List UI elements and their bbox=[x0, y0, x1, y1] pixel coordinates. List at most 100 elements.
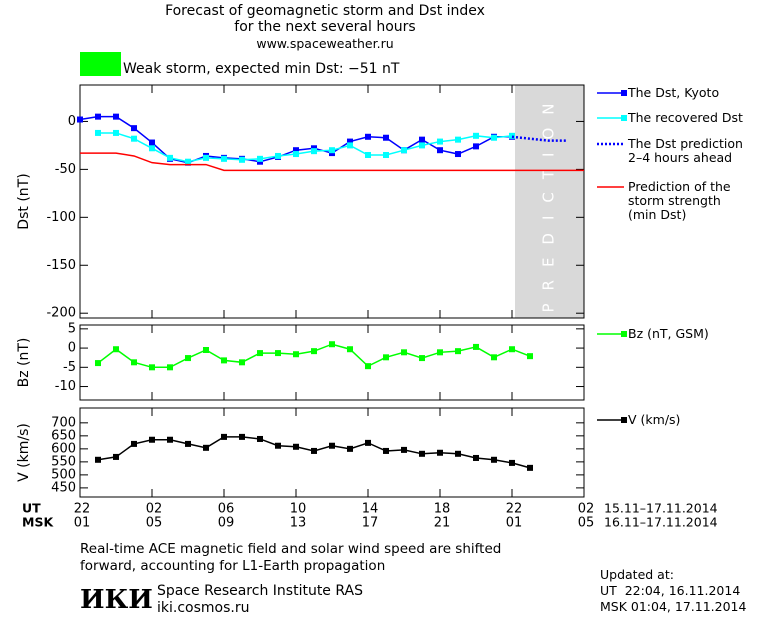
series-line bbox=[97, 343, 531, 369]
legend-marker bbox=[621, 417, 627, 423]
marker bbox=[257, 350, 263, 357]
marker bbox=[437, 138, 443, 145]
x-tick-label: 22 bbox=[506, 502, 523, 517]
marker bbox=[293, 351, 299, 358]
marker bbox=[239, 156, 245, 163]
marker bbox=[473, 454, 479, 461]
marker bbox=[455, 151, 461, 158]
marker bbox=[419, 450, 425, 457]
legend-marker bbox=[621, 331, 627, 337]
marker bbox=[455, 450, 461, 457]
y-tick-label: -200 bbox=[46, 306, 76, 321]
marker bbox=[419, 142, 425, 149]
legend-entry: V (km/s) bbox=[628, 412, 681, 427]
marker bbox=[203, 347, 209, 353]
marker bbox=[437, 449, 443, 456]
marker bbox=[455, 348, 461, 355]
legend-entry: Prediction of the storm strength (min Ds… bbox=[628, 179, 731, 222]
marker bbox=[131, 440, 137, 447]
x-tick-label: 18 bbox=[434, 502, 451, 517]
x-tick-label: 22 bbox=[74, 502, 91, 517]
marker bbox=[293, 147, 299, 154]
marker bbox=[293, 151, 299, 158]
updated-ut: UT 22:04, 16.11.2014 bbox=[600, 583, 741, 598]
marker bbox=[167, 154, 173, 161]
series-line bbox=[98, 132, 513, 163]
legend-entry: Bz (nT, GSM) bbox=[628, 326, 709, 341]
x-tick-label: 06 bbox=[218, 502, 235, 517]
legend-entry: The recovered Dst bbox=[628, 110, 743, 125]
y-tick-label: 5 bbox=[68, 321, 76, 336]
time-row-name: UT bbox=[22, 501, 41, 516]
marker bbox=[437, 349, 443, 356]
marker bbox=[257, 155, 263, 162]
marker bbox=[239, 433, 245, 440]
marker bbox=[221, 357, 227, 364]
marker bbox=[311, 148, 317, 155]
marker bbox=[113, 129, 119, 136]
legend-entry: The Dst, Kyoto bbox=[628, 85, 720, 100]
marker bbox=[365, 439, 371, 446]
marker bbox=[383, 354, 389, 361]
x-tick-label: 21 bbox=[434, 516, 451, 531]
marker bbox=[383, 447, 389, 454]
storm-swatch bbox=[80, 52, 121, 76]
marker bbox=[95, 129, 101, 136]
x-tick-label: 05 bbox=[146, 516, 163, 531]
marker bbox=[365, 151, 371, 158]
marker bbox=[95, 113, 101, 120]
marker bbox=[473, 143, 479, 150]
x-tick-label: 01 bbox=[74, 516, 91, 531]
marker bbox=[257, 435, 263, 442]
x-tick-label: 02 bbox=[578, 502, 595, 517]
marker bbox=[293, 443, 299, 450]
plot-frame bbox=[79, 407, 585, 498]
legend-entry: The Dst prediction 2–4 hours ahead bbox=[628, 136, 743, 165]
marker bbox=[401, 446, 407, 453]
marker bbox=[275, 350, 281, 357]
y-axis-label: Bz (nT) bbox=[16, 338, 32, 388]
marker bbox=[113, 346, 119, 353]
updated-msk: MSK 01:04, 17.11.2014 bbox=[600, 599, 747, 614]
marker bbox=[149, 145, 155, 152]
marker bbox=[95, 360, 101, 367]
marker bbox=[95, 456, 101, 463]
marker bbox=[329, 147, 335, 154]
y-tick-label: 0 bbox=[68, 341, 76, 356]
marker bbox=[203, 444, 209, 451]
y-tick-label: 0 bbox=[68, 114, 76, 129]
plot-frame bbox=[79, 84, 585, 319]
marker bbox=[383, 151, 389, 158]
marker bbox=[491, 134, 497, 141]
y-tick-label: 700 bbox=[51, 415, 76, 430]
marker bbox=[185, 355, 191, 362]
updated: Updated at: bbox=[600, 567, 674, 582]
marker bbox=[419, 355, 425, 362]
x-tick-label: 14 bbox=[362, 502, 379, 517]
x-tick-label: 10 bbox=[290, 502, 307, 517]
marker bbox=[221, 433, 227, 440]
marker bbox=[509, 132, 515, 139]
marker bbox=[185, 158, 191, 165]
prediction-label: PREDICTION bbox=[540, 90, 558, 312]
marker bbox=[473, 343, 479, 350]
time-range: 15.11–17.11.2014 bbox=[604, 501, 718, 516]
marker bbox=[527, 353, 533, 360]
marker bbox=[491, 456, 497, 463]
marker bbox=[275, 152, 281, 159]
y-tick-label: -100 bbox=[46, 210, 76, 225]
y-tick-label: -5 bbox=[63, 360, 76, 375]
x-tick-label: 09 bbox=[218, 516, 235, 531]
marker bbox=[149, 139, 155, 146]
x-tick-label: 05 bbox=[578, 516, 595, 531]
y-tick-label: 500 bbox=[51, 467, 76, 482]
marker bbox=[509, 459, 515, 466]
marker bbox=[113, 113, 119, 120]
marker bbox=[113, 453, 119, 460]
marker bbox=[167, 364, 173, 371]
time-row-name: MSK bbox=[22, 515, 54, 530]
marker bbox=[203, 154, 209, 161]
marker bbox=[401, 349, 407, 356]
marker bbox=[383, 134, 389, 141]
